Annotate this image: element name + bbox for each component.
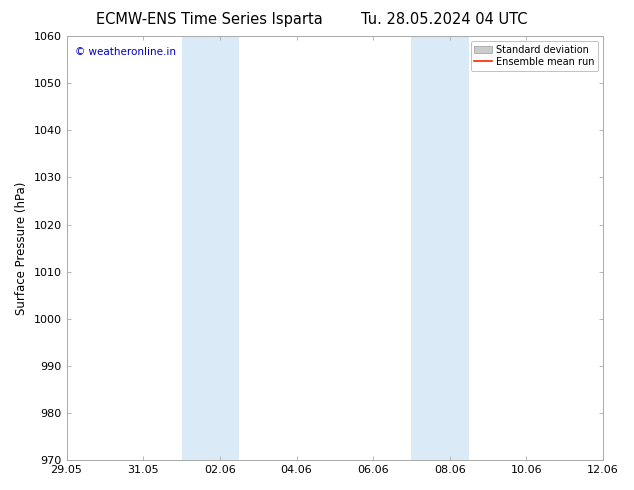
Legend: Standard deviation, Ensemble mean run: Standard deviation, Ensemble mean run [470, 41, 598, 71]
Text: ECMW-ENS Time Series Isparta: ECMW-ENS Time Series Isparta [96, 12, 323, 27]
Bar [181, 36, 239, 460]
Text: © weatheronline.in: © weatheronline.in [75, 47, 176, 57]
Text: Tu. 28.05.2024 04 UTC: Tu. 28.05.2024 04 UTC [361, 12, 527, 27]
Y-axis label: Surface Pressure (hPa): Surface Pressure (hPa) [15, 181, 28, 315]
Bar [411, 36, 469, 460]
